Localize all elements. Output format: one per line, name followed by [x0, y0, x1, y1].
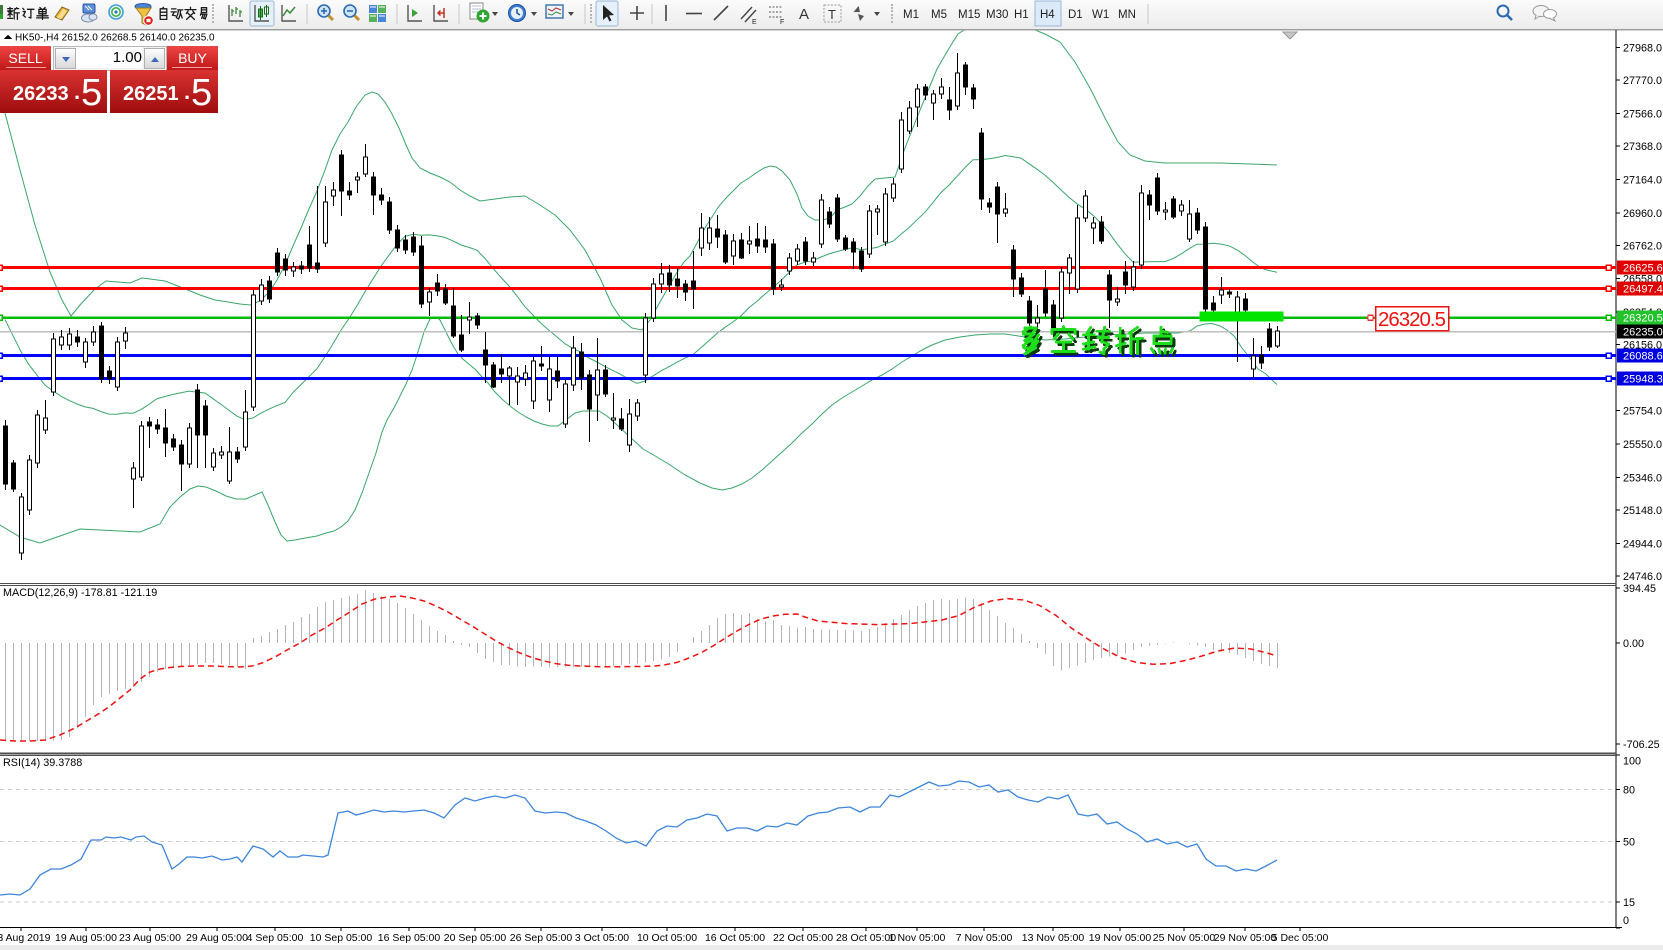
- svg-text:24746.0: 24746.0: [1623, 571, 1662, 583]
- svg-text:26320.5: 26320.5: [1378, 308, 1446, 331]
- svg-text:25550.0: 25550.0: [1623, 439, 1662, 451]
- svg-text:-706.25: -706.25: [1623, 739, 1660, 751]
- svg-text:M1: M1: [903, 9, 919, 21]
- svg-text:26235.0: 26235.0: [1623, 327, 1663, 339]
- svg-text:H4: H4: [1040, 9, 1055, 21]
- svg-text:26088.6: 26088.6: [1623, 351, 1663, 363]
- svg-text:4 Sep 05:00: 4 Sep 05:00: [247, 932, 304, 944]
- svg-text:25346.0: 25346.0: [1623, 472, 1662, 484]
- svg-text:0: 0: [1623, 915, 1629, 927]
- svg-text:13 Aug 2019: 13 Aug 2019: [0, 932, 51, 944]
- svg-text:16 Sep 05:00: 16 Sep 05:00: [378, 932, 441, 944]
- svg-text:16 Oct 05:00: 16 Oct 05:00: [705, 932, 765, 944]
- svg-text:HK50-,H4 26152.0 26268.5 2614: HK50-,H4 26152.0 26268.5 26140.0 26235.0: [15, 33, 215, 44]
- svg-text:M15: M15: [958, 9, 980, 21]
- svg-text:27368.0: 27368.0: [1623, 141, 1662, 153]
- svg-text:29 Aug 05:00: 29 Aug 05:00: [186, 932, 248, 944]
- svg-text:19 Nov 05:00: 19 Nov 05:00: [1089, 932, 1152, 944]
- svg-text:394.45: 394.45: [1623, 583, 1656, 595]
- svg-text:5 Dec 05:00: 5 Dec 05:00: [1272, 932, 1329, 944]
- svg-text:7 Nov 05:00: 7 Nov 05:00: [956, 932, 1013, 944]
- svg-text:24944.0: 24944.0: [1623, 538, 1662, 550]
- svg-text:26320.5: 26320.5: [1623, 313, 1663, 325]
- svg-text:25948.3: 25948.3: [1623, 374, 1663, 386]
- svg-text:26762.0: 26762.0: [1623, 240, 1662, 252]
- svg-text:T: T: [828, 7, 836, 22]
- svg-text:20 Sep 05:00: 20 Sep 05:00: [444, 932, 507, 944]
- svg-text:22 Oct 05:00: 22 Oct 05:00: [773, 932, 833, 944]
- svg-text:100: 100: [1623, 756, 1641, 768]
- svg-text:26497.4: 26497.4: [1623, 284, 1663, 296]
- svg-text:10 Oct 05:00: 10 Oct 05:00: [637, 932, 697, 944]
- svg-text:27164.0: 27164.0: [1623, 174, 1662, 186]
- svg-text:50: 50: [1623, 837, 1635, 849]
- svg-text:29 Nov 05:00: 29 Nov 05:00: [1214, 932, 1277, 944]
- svg-text:27770.0: 27770.0: [1623, 75, 1662, 87]
- svg-text:H1: H1: [1014, 9, 1029, 21]
- svg-text:19 Aug 05:00: 19 Aug 05:00: [55, 932, 117, 944]
- svg-text:80: 80: [1623, 785, 1635, 797]
- svg-text:D1: D1: [1068, 9, 1083, 21]
- svg-text:3 Oct 05:00: 3 Oct 05:00: [575, 932, 629, 944]
- svg-text:25148.0: 25148.0: [1623, 505, 1662, 517]
- svg-text:F: F: [780, 19, 784, 26]
- svg-text:0.00: 0.00: [1623, 638, 1644, 650]
- svg-text:26960.0: 26960.0: [1623, 208, 1662, 220]
- svg-text:A: A: [799, 6, 809, 23]
- svg-text:26156.0: 26156.0: [1623, 340, 1662, 352]
- svg-text:15: 15: [1623, 897, 1635, 909]
- svg-text:23 Aug 05:00: 23 Aug 05:00: [119, 932, 181, 944]
- svg-text:26 Sep 05:00: 26 Sep 05:00: [510, 932, 573, 944]
- svg-text:RSI(14) 39.3788: RSI(14) 39.3788: [3, 757, 82, 769]
- svg-text:27566.0: 27566.0: [1623, 109, 1662, 121]
- svg-text:10 Sep 05:00: 10 Sep 05:00: [310, 932, 373, 944]
- svg-text:W1: W1: [1092, 9, 1109, 21]
- svg-text:13 Nov 05:00: 13 Nov 05:00: [1022, 932, 1085, 944]
- svg-text:1 Nov 05:00: 1 Nov 05:00: [889, 932, 946, 944]
- svg-text:25754.0: 25754.0: [1623, 406, 1662, 418]
- svg-text:MN: MN: [1118, 9, 1136, 21]
- svg-text:28 Oct 05:00: 28 Oct 05:00: [836, 932, 896, 944]
- svg-text:27968.0: 27968.0: [1623, 43, 1662, 55]
- svg-text:M30: M30: [986, 9, 1008, 21]
- svg-text:E: E: [752, 19, 757, 26]
- svg-text:25 Nov 05:00: 25 Nov 05:00: [1153, 932, 1216, 944]
- svg-text:MACD(12,26,9) -178.81 -121.19: MACD(12,26,9) -178.81 -121.19: [3, 587, 157, 599]
- svg-text:26625.6: 26625.6: [1623, 263, 1663, 275]
- svg-text:M5: M5: [931, 9, 947, 21]
